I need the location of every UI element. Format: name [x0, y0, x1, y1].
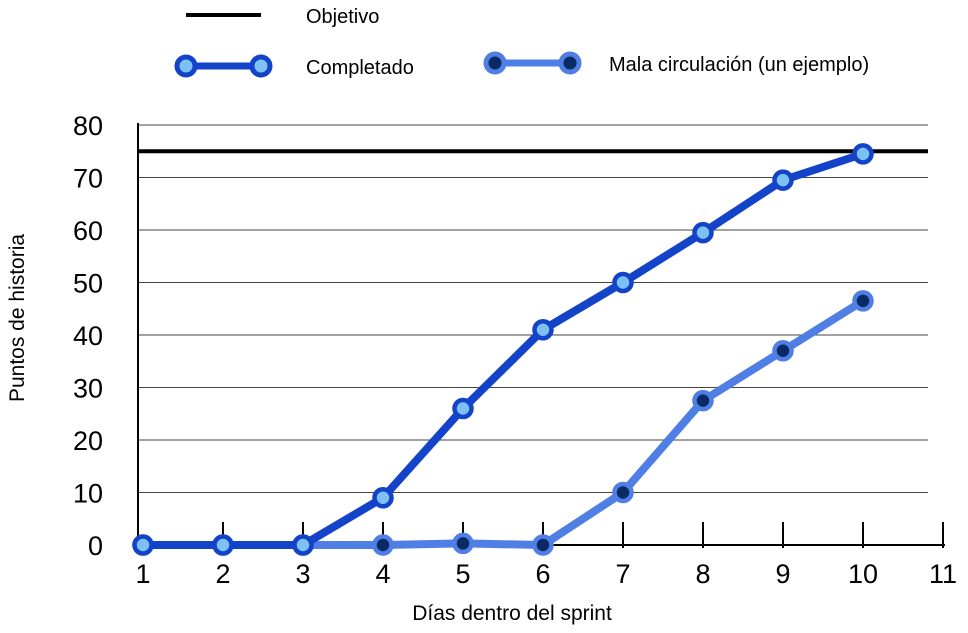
y-tick-label-0: 0 — [88, 531, 103, 561]
x-tick-label-9: 9 — [775, 559, 790, 589]
legend-series-2-label: Mala circulación (un ejemplo) — [609, 54, 869, 76]
series-1-point-7 — [612, 271, 634, 294]
series-2-point-10 — [852, 290, 874, 312]
x-tick-label-3: 3 — [295, 559, 310, 589]
x-tick-label-10: 10 — [848, 559, 878, 589]
series-1 — [132, 143, 874, 556]
series-1-point-4 — [372, 487, 394, 509]
y-axis-label: Puntos de historia — [6, 234, 29, 402]
legend-series-1-marker-b — [249, 54, 273, 78]
series-2-point-5 — [452, 532, 474, 555]
series-1-point-8 — [692, 221, 714, 244]
x-tick-label-2: 2 — [215, 559, 230, 589]
legend-series-1-label: Completado — [306, 57, 414, 79]
x-tick-label-7: 7 — [615, 559, 630, 589]
tick-labels: 0 10 20 30 40 50 60 70 80 1 2 3 4 5 6 7 8 9 10 11 — [73, 111, 957, 589]
legend: Objetivo Completado Mala circulación (un… — [174, 6, 869, 79]
x-tick-label-11: 11 — [929, 559, 957, 589]
x-tick-label-5: 5 — [455, 559, 470, 589]
y-tick-label-70: 70 — [73, 164, 103, 194]
x-tick-label-1: 1 — [135, 559, 150, 589]
x-tick-label-4: 4 — [375, 559, 390, 589]
series-2-point-9 — [772, 340, 794, 362]
x-tick-label-8: 8 — [695, 559, 710, 589]
series-2-point-4 — [372, 534, 394, 556]
legend-series-1-marker-a — [174, 54, 198, 78]
series-1-point-5 — [452, 397, 474, 420]
series-2 — [132, 290, 874, 556]
y-tick-label-40: 40 — [73, 321, 103, 351]
series-2-line — [139, 296, 867, 549]
series-1-point-2 — [212, 534, 234, 556]
series-1-point-10 — [852, 143, 874, 165]
series-layer — [132, 143, 874, 556]
y-tick-label-50: 50 — [73, 269, 103, 299]
grid — [138, 124, 928, 493]
y-tick-label-80: 80 — [73, 111, 103, 141]
series-1-line — [139, 149, 867, 549]
series-1-point-3 — [292, 534, 314, 556]
series-1-point-1 — [132, 534, 154, 556]
series-2-point-6 — [532, 534, 554, 556]
y-tick-label-10: 10 — [73, 479, 103, 509]
y-tick-label-60: 60 — [73, 216, 103, 246]
series-1-point-9 — [772, 169, 794, 191]
series-2-point-8 — [692, 389, 714, 412]
legend-series-completado: Completado — [174, 54, 414, 79]
legend-series-2-marker-a — [483, 51, 507, 75]
series-1-point-6 — [532, 319, 554, 341]
x-axis-label: Días dentro del sprint — [412, 602, 612, 625]
y-tick-label-30: 30 — [73, 374, 103, 404]
x-tick-label-6: 6 — [535, 559, 550, 589]
legend-series-mala: Mala circulación (un ejemplo) — [483, 51, 869, 76]
y-tick-label-20: 20 — [73, 426, 103, 456]
legend-goal-label: Objetivo — [306, 6, 379, 28]
legend-series-2-marker-b — [558, 51, 582, 75]
series-2-point-7 — [612, 481, 634, 504]
